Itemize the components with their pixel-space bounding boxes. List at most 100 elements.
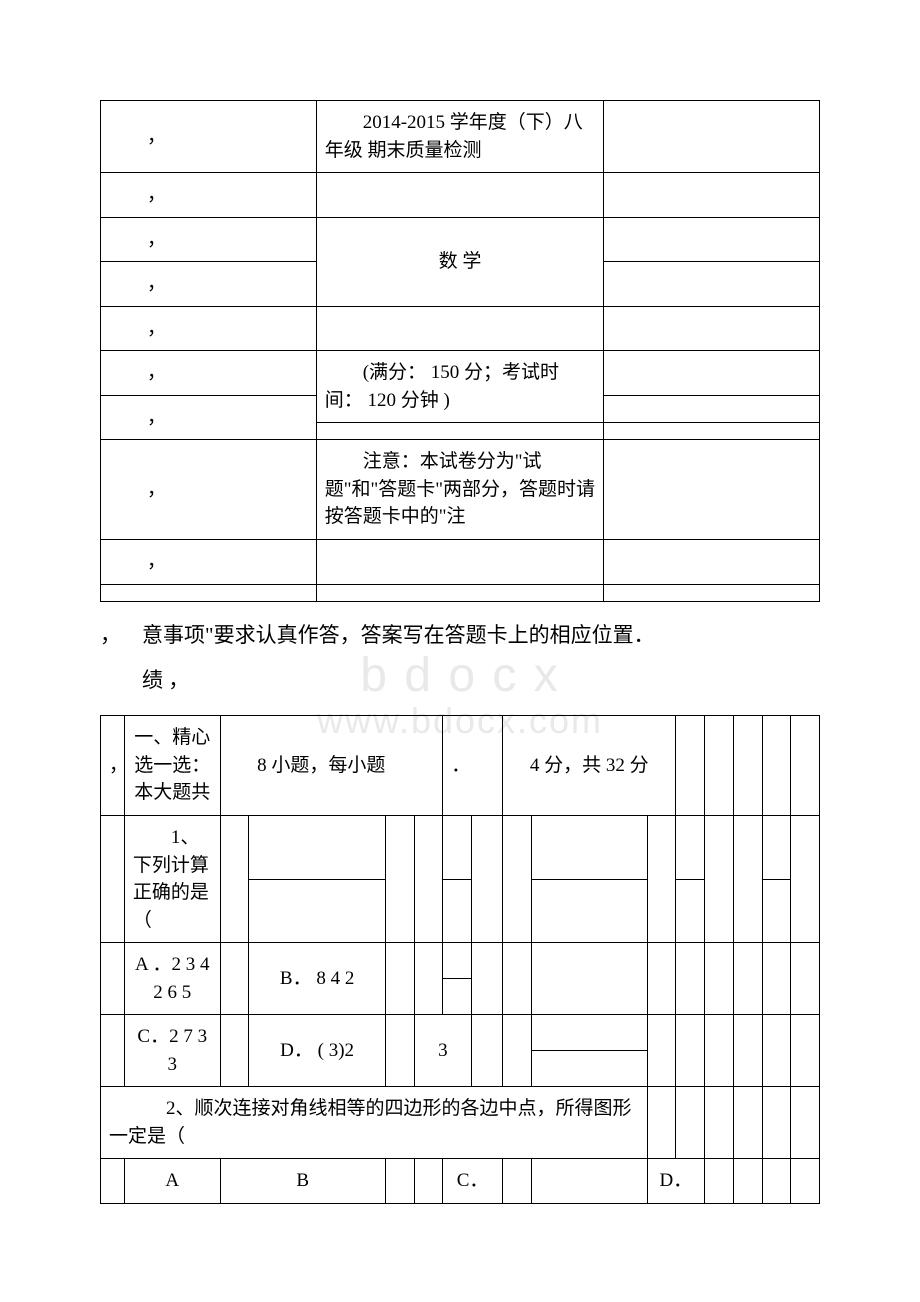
cell: ，: [101, 217, 317, 262]
cell: [220, 1015, 249, 1087]
table-row: ，: [101, 173, 820, 218]
cell: [647, 815, 676, 942]
cell: [762, 1159, 791, 1204]
cell: 3: [414, 1015, 471, 1087]
cell: [604, 217, 820, 262]
cell: [443, 879, 472, 943]
notice-text: 意事项"要求认真作答，答案写在答题卡上的相应位置．: [142, 623, 655, 647]
cell: [791, 1087, 820, 1159]
cell: [705, 1087, 734, 1159]
cell: [472, 1015, 503, 1087]
cell: [733, 943, 762, 1015]
table-row: ， 数 学: [101, 217, 820, 262]
cell: [316, 306, 604, 351]
cell: [472, 943, 503, 1015]
cell: [676, 1087, 705, 1159]
cell: [791, 716, 820, 816]
exam-title: 2014-2015 学年度（下）八年级 期末质量检测: [316, 101, 604, 173]
cell: [604, 262, 820, 307]
exam-info-cell: (满分： 150 分；考试时间： 120 分钟 ): [316, 351, 604, 423]
cell: [502, 943, 531, 1015]
table-row: A ．2 3 4 2 6 5 B． 8 4 2: [101, 943, 820, 979]
cell: [220, 943, 249, 1015]
table-row: C．2 7 3 3 D． ( 3)2 3: [101, 1015, 820, 1051]
table-row: A B C． D．: [101, 1159, 820, 1204]
cell: [604, 540, 820, 585]
cell: [502, 1015, 531, 1087]
cell: [101, 943, 125, 1015]
cell: [604, 101, 820, 173]
question-2: 2、顺次连接对角线相等的四边形的各边中点，所得图形一定是（: [101, 1087, 648, 1159]
cell: [101, 1159, 125, 1204]
cell: [676, 943, 705, 1015]
cell: [531, 1159, 647, 1204]
subject-cell: 数 学: [316, 217, 604, 306]
cell: [502, 1159, 531, 1204]
cell: [733, 815, 762, 942]
cell: [762, 1015, 791, 1087]
cell: [705, 1015, 734, 1087]
cell: [676, 815, 705, 879]
cell: [101, 815, 125, 942]
cell: [316, 423, 604, 440]
prefix: ，: [100, 616, 142, 656]
cell: [762, 815, 791, 879]
table-row: 2、顺次连接对角线相等的四边形的各边中点，所得图形一定是（: [101, 1087, 820, 1159]
cell: [604, 306, 820, 351]
table-row: [101, 584, 820, 601]
cell: ，: [101, 440, 317, 540]
opt-d: D．: [647, 1159, 704, 1204]
table-row: ， (满分： 150 分；考试时间： 120 分钟 ): [101, 351, 820, 396]
cell: [316, 173, 604, 218]
score-label: 绩 ，: [100, 661, 820, 701]
table-row: ， 注意：本试卷分为"试题"和"答题卡"两部分，答题时请按答题卡中的"注: [101, 440, 820, 540]
cell: [791, 943, 820, 1015]
cell: [249, 815, 386, 879]
cell: [531, 879, 647, 943]
option-a: A ．2 3 4 2 6 5: [124, 943, 220, 1015]
table-row: ， 一、精心选一选：本大题共 8 小题，每小题 ． 4 分，共 32 分: [101, 716, 820, 816]
cell: [531, 1051, 647, 1087]
opt-c: C．: [443, 1159, 502, 1204]
cell: [604, 440, 820, 540]
cell: [604, 423, 820, 440]
cell: ，: [101, 540, 317, 585]
cell: [472, 815, 503, 942]
cell: [733, 716, 762, 816]
table-row: ，: [101, 306, 820, 351]
cell: ，: [101, 351, 317, 396]
section-title: 一、精心选一选：本大题共: [124, 716, 220, 816]
cell: [762, 943, 791, 1015]
cell: [791, 1015, 820, 1087]
cell: [220, 815, 249, 942]
cell: [316, 584, 604, 601]
cell: [791, 1159, 820, 1204]
opt-b: B: [220, 1159, 385, 1204]
questions-table: ， 一、精心选一选：本大题共 8 小题，每小题 ． 4 分，共 32 分 1、下…: [100, 715, 820, 1204]
cell: [249, 879, 386, 943]
cell: [101, 584, 317, 601]
cell: [604, 584, 820, 601]
cell: [531, 943, 647, 1015]
cell: ．: [443, 716, 502, 816]
option-c: C．2 7 3 3: [124, 1015, 220, 1087]
cell: 4 分，共 32 分: [502, 716, 676, 816]
cell: [647, 1015, 676, 1087]
question-1: 1、下列计算正确的是（: [124, 815, 220, 942]
cell: [385, 1015, 414, 1087]
cell: [604, 395, 820, 423]
cell: [385, 943, 414, 1015]
cell: [502, 815, 531, 942]
cell: [101, 1015, 125, 1087]
cell: [762, 879, 791, 943]
table-row: 1、下列计算正确的是（: [101, 815, 820, 879]
cell: [676, 879, 705, 943]
cell: [385, 815, 414, 942]
cell: ，: [101, 101, 317, 173]
cell: [647, 943, 676, 1015]
cell: [705, 716, 734, 816]
cell: ，: [101, 262, 317, 307]
notice-continuation: ，意事项"要求认真作答，答案写在答题卡上的相应位置．: [100, 616, 820, 656]
table-row: ， 2014-2015 学年度（下）八年级 期末质量检测: [101, 101, 820, 173]
cell: [443, 979, 472, 1015]
